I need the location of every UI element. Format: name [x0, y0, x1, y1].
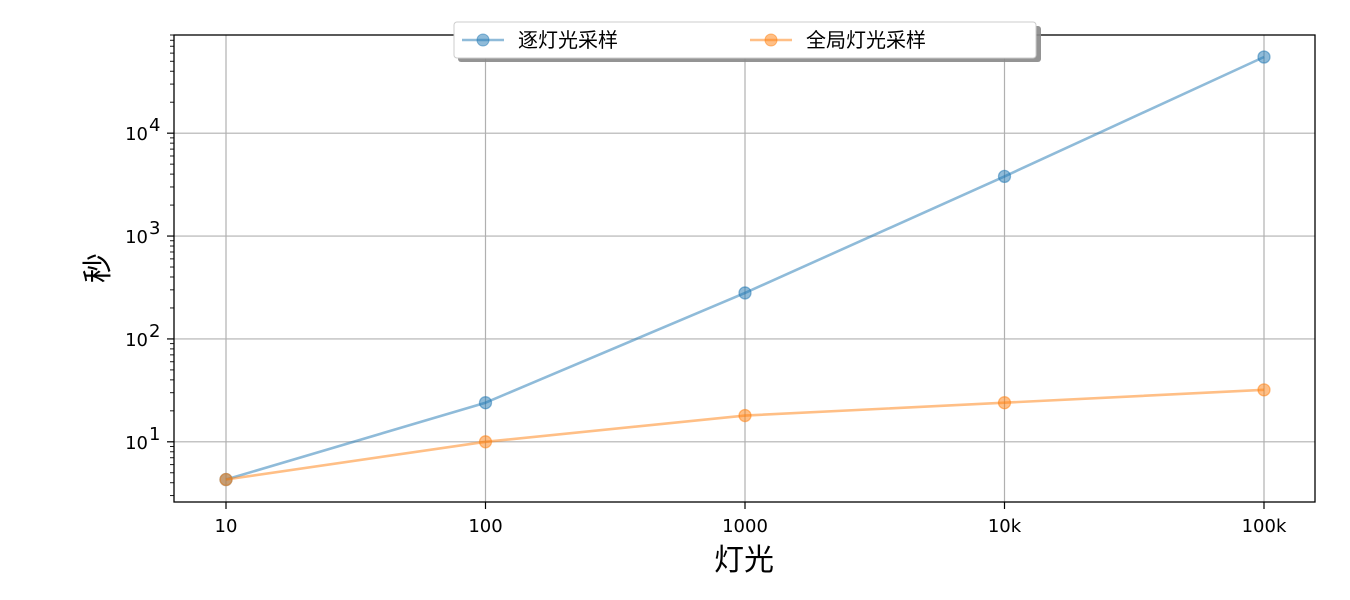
legend-box [453, 21, 1037, 59]
y-tick-label: 10 [125, 124, 148, 145]
y-tick-label-exponent: 1 [149, 424, 160, 445]
legend-label: 逐灯光采样 [518, 28, 618, 52]
series-2 [219, 383, 1271, 487]
x-tick-label: 100 [468, 516, 502, 537]
y-tick-label: 10 [125, 330, 148, 351]
data-point [219, 472, 233, 487]
data-point [478, 396, 493, 410]
y-tick-label-base: 10 [125, 433, 148, 454]
series-layer [219, 50, 1271, 487]
y-tick-label-base: 10 [125, 124, 148, 145]
data-point [997, 169, 1012, 184]
y-tick-label-exponent: 2 [149, 321, 160, 342]
y-axis-title: 秒 [81, 253, 116, 283]
data-point [738, 408, 752, 423]
y-tick-label-exponent: 4 [149, 115, 160, 136]
y-tick-label-exponent: 3 [149, 218, 160, 239]
x-axis-title: 灯光 [714, 543, 774, 578]
data-point [478, 435, 493, 449]
legend-entries: 逐灯光采样 全局灯光采样 [462, 28, 926, 52]
y-tick-label-base: 10 [125, 330, 148, 351]
y-tick-label: 10 [125, 433, 148, 454]
y-tick-label-base: 10 [125, 227, 148, 248]
grid [174, 35, 1315, 502]
legend: 逐灯光采样 全局灯光采样 [453, 21, 1041, 62]
data-point [1257, 383, 1271, 397]
legend-marker [764, 33, 778, 47]
axis-ticks [167, 132, 1265, 509]
x-tick-label: 10 [215, 516, 238, 537]
data-point [1257, 50, 1271, 64]
data-point [738, 286, 752, 300]
x-tick-label: 1000 [722, 516, 768, 537]
x-tick-label: 100k [1242, 516, 1287, 537]
y-minor-ticks [170, 34, 174, 497]
legend-label: 全局灯光采样 [806, 28, 926, 52]
x-tick-label: 10k [988, 516, 1022, 537]
legend-marker [476, 33, 490, 47]
y-tick-label: 10 [125, 227, 148, 248]
data-point [997, 396, 1012, 410]
